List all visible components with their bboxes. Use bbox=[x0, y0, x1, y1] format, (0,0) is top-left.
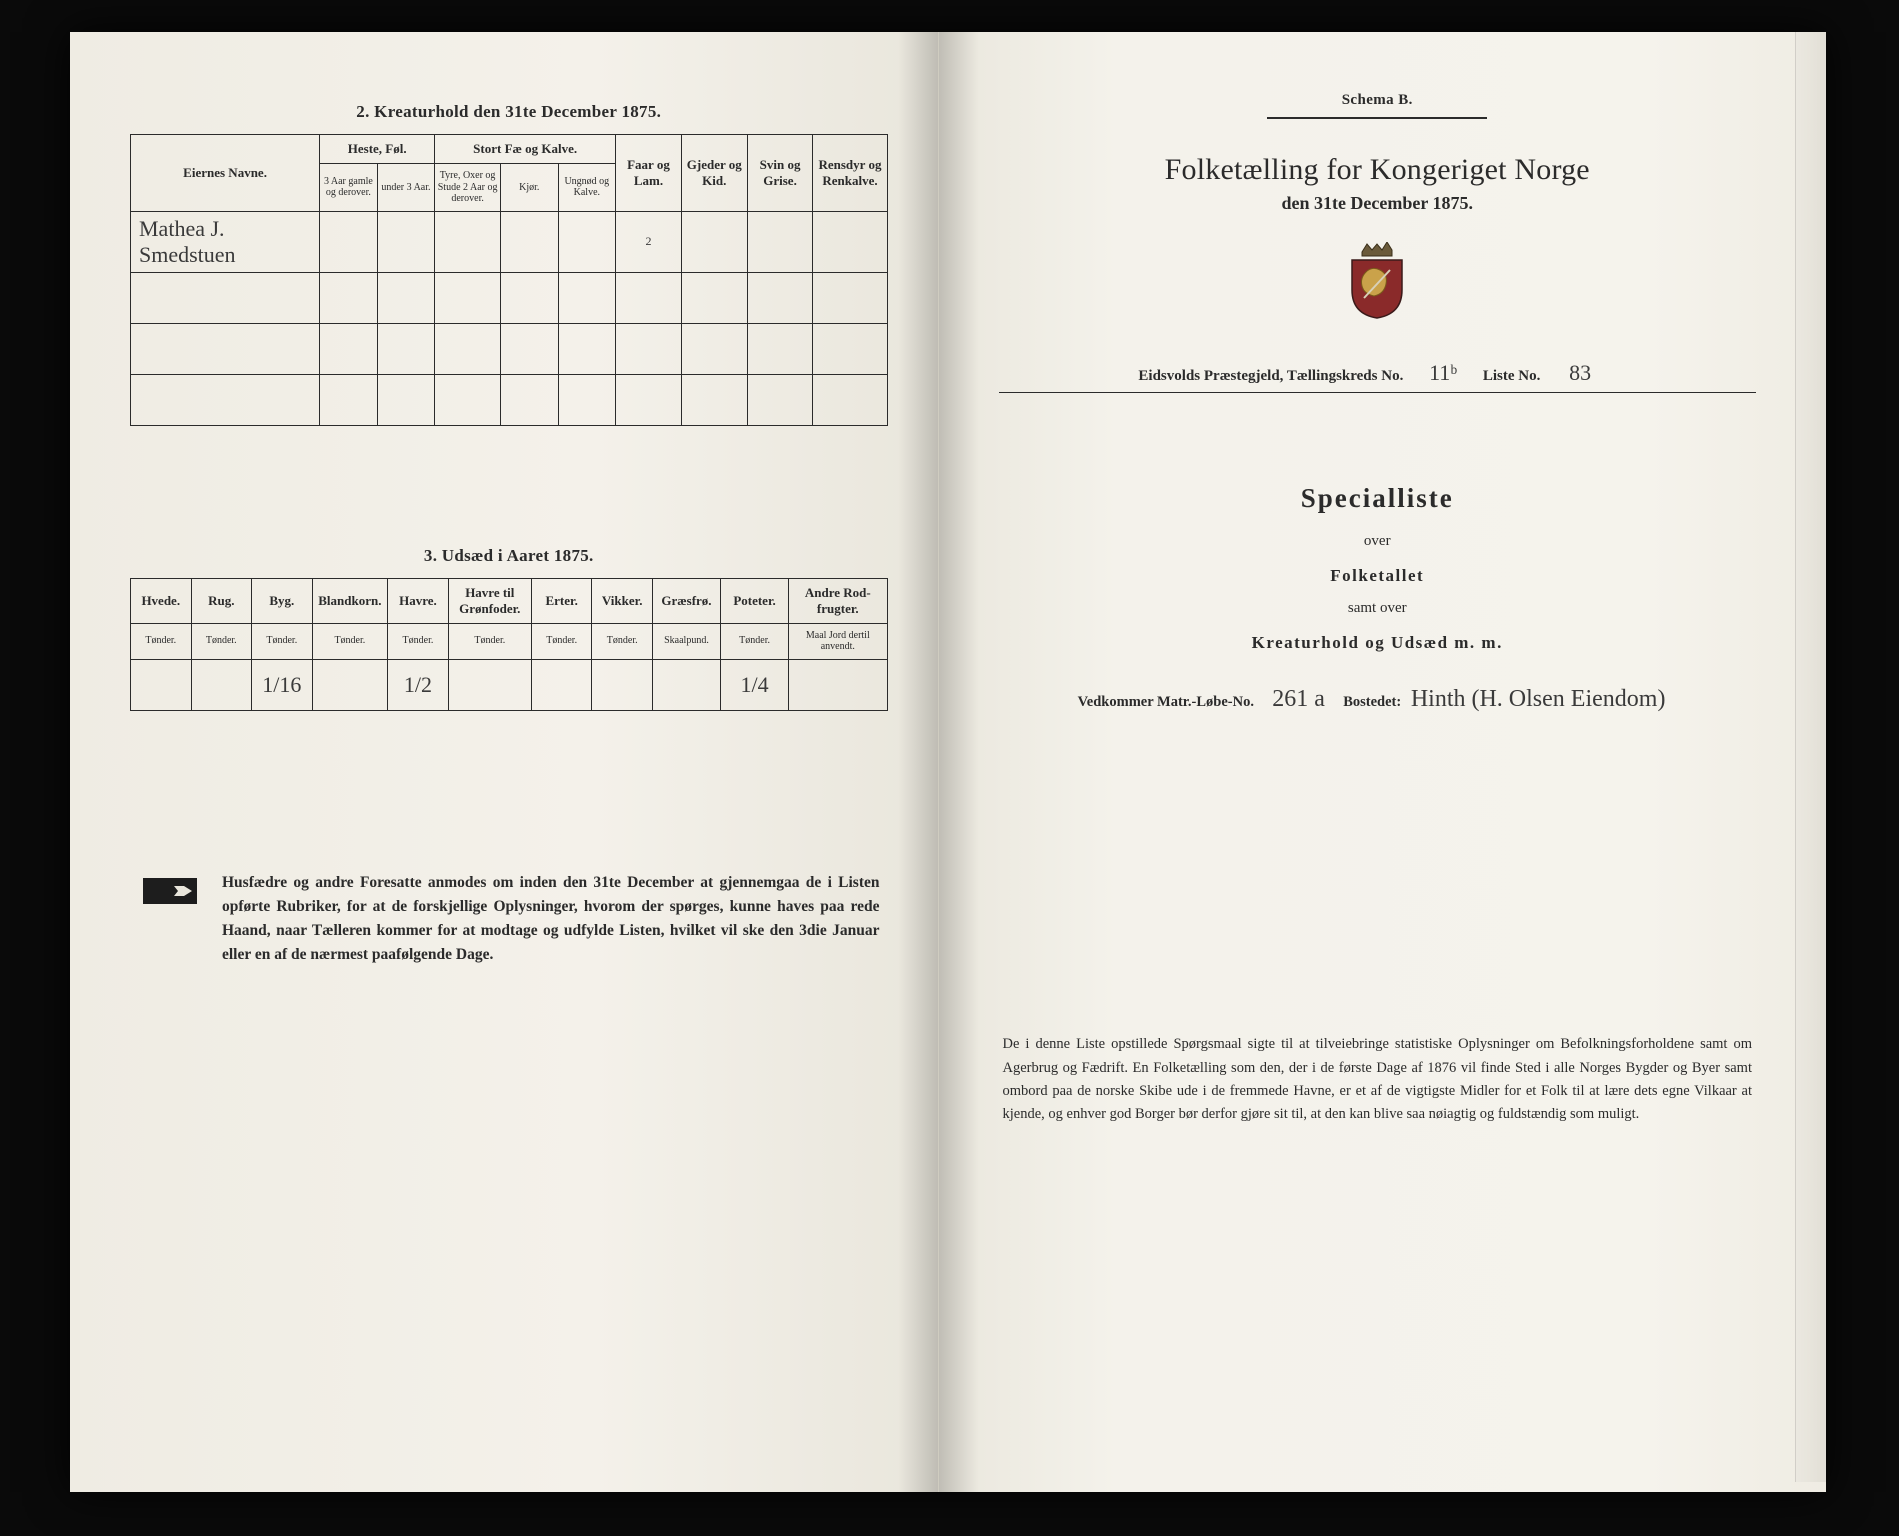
section3-heading: 3. Udsæd i Aaret 1875. bbox=[130, 546, 888, 566]
footnote-block: Husfædre og andre Foresatte anmodes om i… bbox=[130, 871, 888, 967]
col-stort-header: Stort Fæ og Kalve. bbox=[435, 135, 616, 164]
s3-v-havre: 1/2 bbox=[388, 659, 449, 710]
census-title: Folketælling for Kongeriget Norge bbox=[999, 153, 1757, 187]
s3-c5-u: Tønder. bbox=[388, 623, 449, 659]
matr-no: 261 a bbox=[1258, 686, 1340, 713]
s3-v-hvede bbox=[131, 659, 192, 710]
row1-heste2 bbox=[377, 211, 435, 272]
district-liste-label: Liste No. bbox=[1483, 368, 1541, 384]
specialliste-block: over Folketallet samt over Kreaturhold o… bbox=[999, 526, 1757, 660]
s3-c9-u: Skaalpund. bbox=[652, 623, 720, 659]
s3-c3-h: Byg. bbox=[252, 578, 313, 623]
pointing-hand-icon bbox=[142, 877, 198, 905]
s3-v-blandkorn bbox=[312, 659, 388, 710]
matr-line: Vedkommer Matr.-Løbe-No. 261 a Bostedet:… bbox=[999, 686, 1757, 713]
s3-c10-u: Tønder. bbox=[721, 623, 789, 659]
row1-owner: Mathea J. Smedstuen bbox=[131, 211, 320, 272]
coat-of-arms-icon bbox=[1342, 242, 1412, 320]
row4-owner bbox=[131, 374, 320, 425]
schema-label: Schema B. bbox=[999, 92, 1757, 109]
s3-c2-u: Tønder. bbox=[191, 623, 252, 659]
col-svin-header: Svin og Grise. bbox=[747, 135, 813, 212]
s3-c10-h: Poteter. bbox=[721, 578, 789, 623]
bosted-label: Bostedet: bbox=[1343, 694, 1401, 710]
s3-v-andre bbox=[789, 659, 887, 710]
row1-stort2 bbox=[501, 211, 559, 272]
s3-c11-u: Maal Jord dertil anvendt. bbox=[789, 623, 887, 659]
row1-gjeder bbox=[681, 211, 747, 272]
footnote-text: Husfædre og andre Foresatte anmodes om i… bbox=[222, 871, 880, 967]
s3-c1-h: Hvede. bbox=[131, 578, 192, 623]
col-stort-sub3: Ungnød og Kalve. bbox=[558, 164, 616, 212]
row1-rens bbox=[813, 211, 887, 272]
bottom-paragraph: De i denne Liste opstillede Spørgsmaal s… bbox=[999, 1033, 1757, 1126]
special-line-3: samt over bbox=[999, 593, 1757, 625]
col-rens-header: Rensdyr og Renkalve. bbox=[813, 135, 887, 212]
s3-c6-u: Tønder. bbox=[448, 623, 531, 659]
book-spread: 2. Kreaturhold den 31te December 1875. E… bbox=[70, 32, 1826, 1492]
district-prefix: Eidsvolds Præstegjeld, Tællingskreds No. bbox=[1138, 368, 1403, 384]
schema-rule bbox=[1267, 117, 1487, 119]
s3-c4-h: Blandkorn. bbox=[312, 578, 388, 623]
special-line-2: Folketallet bbox=[999, 558, 1757, 594]
section2-table: Eiernes Navne. Heste, Føl. Stort Fæ og K… bbox=[130, 134, 888, 426]
s3-v-poteter: 1/4 bbox=[721, 659, 789, 710]
col-stort-sub1: Tyre, Oxer og Stude 2 Aar og derover. bbox=[435, 164, 501, 212]
s3-c11-h: Andre Rod-frugter. bbox=[789, 578, 887, 623]
s3-v-vikker bbox=[592, 659, 653, 710]
s3-c1-u: Tønder. bbox=[131, 623, 192, 659]
s3-v-graesfro bbox=[652, 659, 720, 710]
s3-c4-u: Tønder. bbox=[312, 623, 388, 659]
census-subtitle: den 31te December 1875. bbox=[999, 193, 1757, 214]
specialliste-title: Specialliste bbox=[999, 483, 1757, 514]
s3-c2-h: Rug. bbox=[191, 578, 252, 623]
district-liste-no: 83 bbox=[1544, 360, 1616, 386]
s3-c9-h: Græsfrø. bbox=[652, 578, 720, 623]
row2-owner bbox=[131, 272, 320, 323]
row1-svin bbox=[747, 211, 813, 272]
right-page: Schema B. Folketælling for Kongeriget No… bbox=[939, 32, 1827, 1492]
col-stort-sub2: Kjør. bbox=[501, 164, 559, 212]
matr-prefix: Vedkommer Matr.-Løbe-No. bbox=[1078, 694, 1254, 710]
s3-v-havregron bbox=[448, 659, 531, 710]
row1-heste1 bbox=[320, 211, 378, 272]
row3-owner bbox=[131, 323, 320, 374]
col-heste-header: Heste, Føl. bbox=[320, 135, 435, 164]
s3-c3-u: Tønder. bbox=[252, 623, 313, 659]
s3-c7-h: Erter. bbox=[531, 578, 592, 623]
special-line-4: Kreaturhold og Udsæd m. m. bbox=[999, 625, 1757, 661]
archive-viewer: 2. Kreaturhold den 31te December 1875. E… bbox=[0, 0, 1899, 1536]
section3-table: Hvede. Rug. Byg. Blandkorn. Havre. Havre… bbox=[130, 578, 888, 711]
s3-c8-u: Tønder. bbox=[592, 623, 653, 659]
col-faar-header: Faar og Lam. bbox=[616, 135, 682, 212]
s3-c6-h: Havre til Grønfoder. bbox=[448, 578, 531, 623]
district-line: Eidsvolds Præstegjeld, Tællingskreds No.… bbox=[999, 360, 1757, 386]
section2-heading: 2. Kreaturhold den 31te December 1875. bbox=[130, 102, 888, 122]
s3-c8-h: Vikker. bbox=[592, 578, 653, 623]
bosted-value: Hinth (H. Olsen Eiendom) bbox=[1405, 686, 1677, 713]
district-kreds-no: 11ᵇ bbox=[1407, 360, 1479, 386]
s3-v-erter bbox=[531, 659, 592, 710]
s3-v-rug bbox=[191, 659, 252, 710]
district-rule bbox=[999, 392, 1757, 393]
col-owner-header: Eiernes Navne. bbox=[131, 135, 320, 212]
special-line-1: over bbox=[999, 526, 1757, 558]
col-heste-sub1: 3 Aar gamle og derover. bbox=[320, 164, 378, 212]
s3-c5-h: Havre. bbox=[388, 578, 449, 623]
row1-stort3 bbox=[558, 211, 616, 272]
s3-v-byg: 1/16 bbox=[252, 659, 313, 710]
left-page: 2. Kreaturhold den 31te December 1875. E… bbox=[70, 32, 939, 1492]
s3-c7-u: Tønder. bbox=[531, 623, 592, 659]
row1-stort1 bbox=[435, 211, 501, 272]
row1-faar: 2 bbox=[616, 211, 682, 272]
col-gjeder-header: Gjeder og Kid. bbox=[681, 135, 747, 212]
col-heste-sub2: under 3 Aar. bbox=[377, 164, 435, 212]
